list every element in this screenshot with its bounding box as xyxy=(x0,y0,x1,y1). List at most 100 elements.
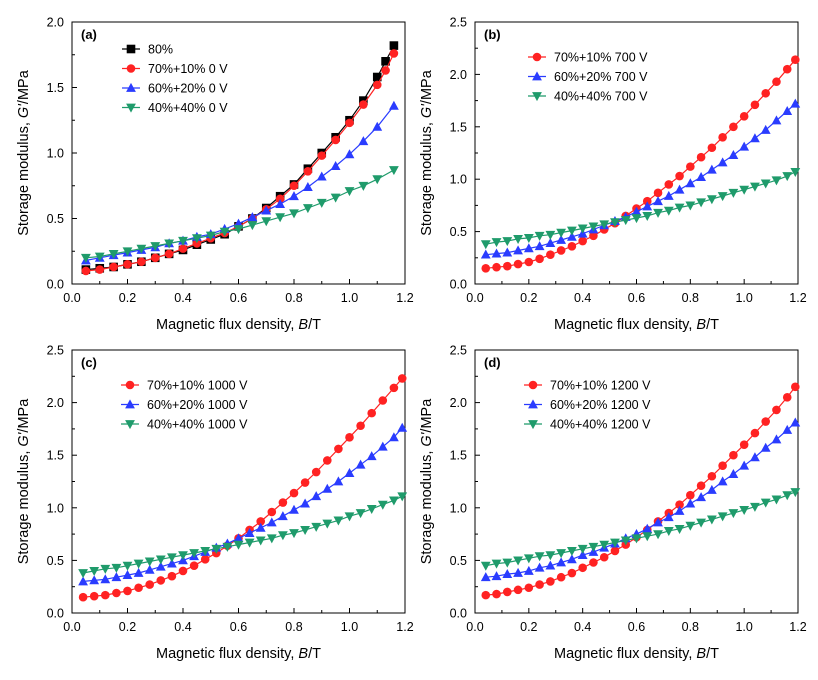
data-point xyxy=(244,538,255,548)
data-point xyxy=(718,461,727,471)
data-point xyxy=(481,263,491,273)
data-point xyxy=(144,564,155,574)
data-point xyxy=(167,558,177,568)
y-tick-label: 2.5 xyxy=(450,344,467,358)
data-point xyxy=(545,560,556,570)
legend-label: 60%+20% 700 V xyxy=(554,70,648,84)
data-point xyxy=(81,266,91,276)
x-tick-label: 0.8 xyxy=(285,291,302,305)
data-point xyxy=(534,552,545,562)
data-point xyxy=(513,567,523,577)
data-point xyxy=(790,167,801,177)
data-point xyxy=(790,488,801,498)
data-point xyxy=(685,498,696,508)
data-point xyxy=(696,172,706,182)
data-point xyxy=(535,254,544,264)
data-point xyxy=(782,64,792,74)
series-line xyxy=(85,105,395,261)
data-point xyxy=(663,512,674,522)
data-point xyxy=(706,484,717,494)
data-point xyxy=(377,441,388,451)
data-point xyxy=(653,517,663,527)
y-tick-label: 0.5 xyxy=(450,225,467,239)
data-point xyxy=(255,536,266,546)
data-point xyxy=(222,542,233,552)
data-point xyxy=(502,558,513,568)
data-point xyxy=(178,566,188,576)
data-point xyxy=(728,469,739,479)
data-point xyxy=(610,546,620,556)
data-point xyxy=(389,432,399,442)
data-point xyxy=(192,239,202,248)
series-40-40-1200-v xyxy=(480,488,801,571)
data-point xyxy=(577,544,588,554)
data-point xyxy=(247,212,258,222)
y-axis-label: Storage modulus, G'/MPa xyxy=(419,398,435,565)
y-axis-label: Storage modulus, G'/MPa xyxy=(16,398,32,565)
data-point xyxy=(535,580,544,589)
data-point xyxy=(782,424,793,434)
data-point xyxy=(791,55,800,65)
x-tick-label: 0.0 xyxy=(63,620,80,634)
data-point xyxy=(372,72,382,82)
legend-marker xyxy=(532,92,542,102)
data-point xyxy=(109,262,118,272)
data-point xyxy=(345,118,354,128)
data-point xyxy=(381,57,390,66)
data-point xyxy=(233,533,244,543)
x-axis-label: Magnetic flux density, B/T xyxy=(156,317,321,333)
data-point xyxy=(675,171,684,181)
data-point xyxy=(502,247,513,257)
data-point xyxy=(545,551,556,561)
x-tick-label: 1.2 xyxy=(396,291,413,305)
data-point xyxy=(167,571,177,581)
x-axis-label: Magnetic flux density, B/T xyxy=(156,646,321,662)
data-point xyxy=(164,239,175,249)
data-point xyxy=(686,162,695,171)
data-point xyxy=(278,511,288,521)
data-point xyxy=(556,228,567,238)
data-point xyxy=(620,536,631,546)
data-point xyxy=(513,585,523,595)
y-tick-label: 2.0 xyxy=(450,68,467,82)
data-point xyxy=(80,253,91,263)
data-point xyxy=(706,195,717,205)
legend-marker xyxy=(126,103,136,113)
data-point xyxy=(389,383,399,393)
data-point xyxy=(631,534,642,544)
data-point xyxy=(567,231,577,241)
data-point xyxy=(300,525,310,535)
data-point xyxy=(289,191,299,201)
data-point xyxy=(729,122,738,132)
y-tick-label: 1.0 xyxy=(47,147,64,161)
data-point xyxy=(717,157,728,167)
legend-label: 70%+10% 700 V xyxy=(554,51,648,65)
data-point xyxy=(78,576,88,586)
data-point xyxy=(389,496,399,506)
data-point xyxy=(642,532,653,542)
x-tick-label: 0.0 xyxy=(466,620,483,634)
y-tick-label: 2.5 xyxy=(450,16,467,30)
data-point xyxy=(200,547,211,557)
panel-label: (d) xyxy=(484,355,501,370)
legend-marker xyxy=(528,420,538,430)
data-point xyxy=(706,515,717,525)
data-point xyxy=(122,247,133,257)
data-point xyxy=(761,417,770,426)
data-point xyxy=(111,563,122,573)
data-point xyxy=(534,231,545,241)
data-point xyxy=(480,249,491,259)
x-tick-label: 1.2 xyxy=(789,620,806,634)
legend-label: 70%+10% 1000 V xyxy=(147,379,248,393)
data-point xyxy=(642,201,653,211)
data-point xyxy=(663,190,674,200)
data-point xyxy=(303,167,313,176)
data-point xyxy=(513,235,523,245)
data-point xyxy=(739,112,749,121)
data-point xyxy=(191,234,202,244)
y-tick-label: 1.0 xyxy=(47,501,64,515)
series-70-10-0-v xyxy=(81,49,399,276)
data-point xyxy=(491,248,502,258)
data-point xyxy=(189,561,199,570)
legend-marker xyxy=(125,420,135,430)
